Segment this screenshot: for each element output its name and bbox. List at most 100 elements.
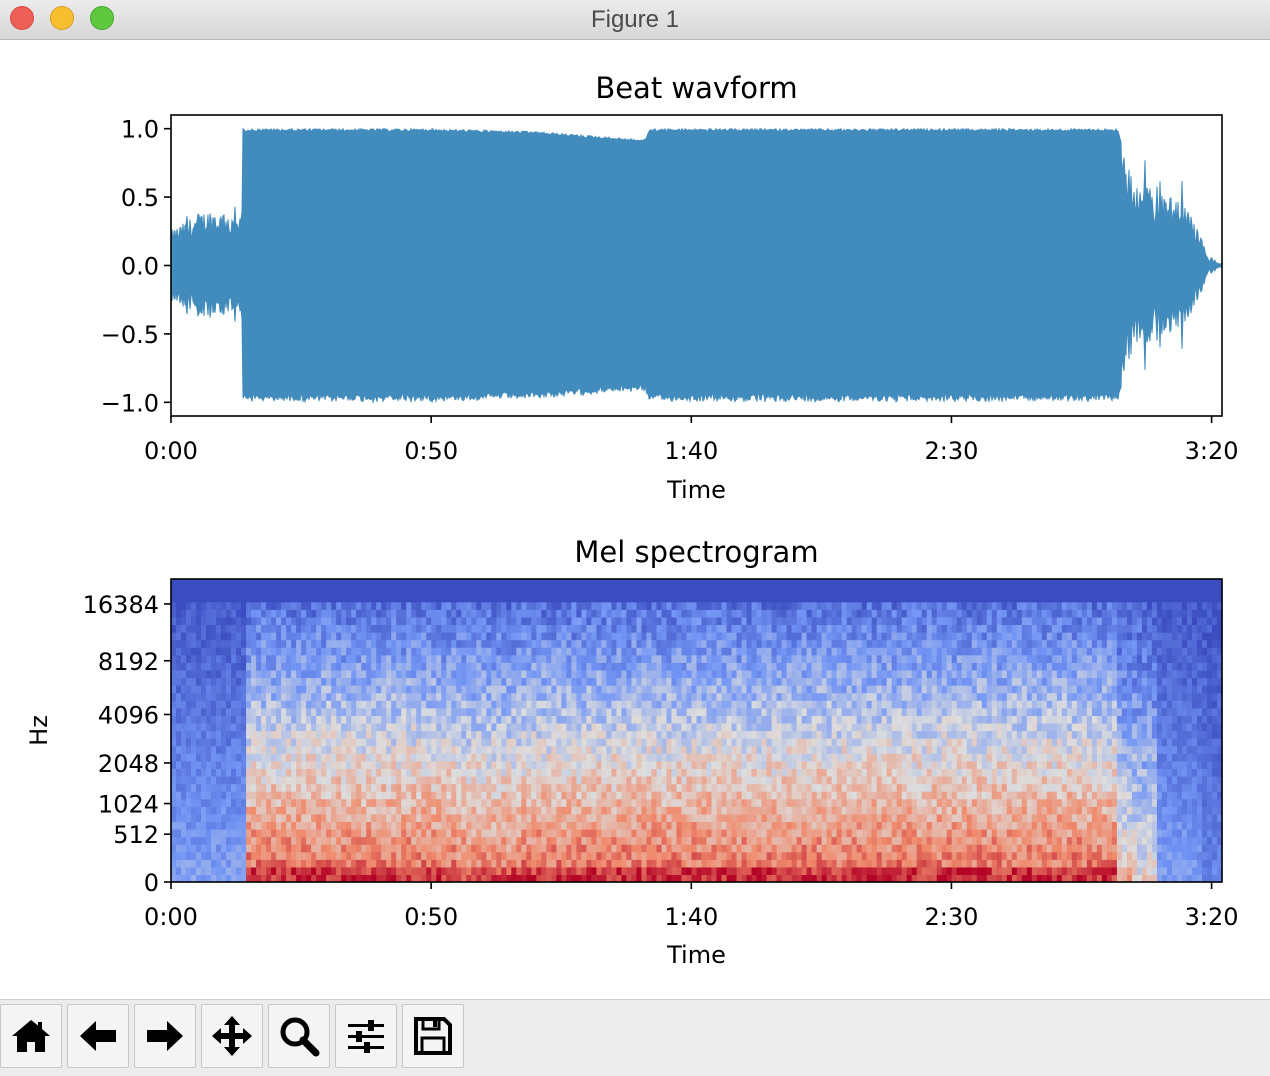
spectrogram-cell — [561, 677, 567, 685]
spectrogram-cell — [521, 617, 527, 625]
spectrogram-cell — [641, 791, 647, 799]
spectrogram-cell — [496, 708, 502, 716]
spectrogram-cell — [261, 602, 267, 610]
spectrogram-cell — [571, 859, 577, 867]
spectrogram-cell — [757, 738, 763, 746]
spectrogram-cell — [226, 746, 232, 754]
spectrogram-cell — [762, 837, 768, 845]
spectrogram-cell — [241, 768, 247, 776]
spectrogram-cell — [636, 655, 642, 663]
spectrogram-cell — [431, 662, 437, 670]
spectrogram-cell — [416, 746, 422, 754]
spectrogram-cell — [456, 624, 462, 632]
spectrogram-cell — [181, 594, 187, 602]
spectrogram-cell — [361, 814, 367, 822]
spectrogram-cell — [256, 768, 262, 776]
spectrogram-cell — [366, 640, 372, 648]
spectrogram-cell — [341, 693, 347, 701]
spectrogram-cell — [441, 806, 447, 814]
spectrogram-cell — [546, 602, 552, 610]
spectrogram-cell — [401, 685, 407, 693]
spectrogram-cell — [737, 844, 743, 852]
spectrogram-cell — [211, 594, 217, 602]
spectrogram-cell — [531, 829, 537, 837]
spectrogram-cell — [416, 753, 422, 761]
spectrogram-cell — [461, 632, 467, 640]
spectrogram-cell — [546, 867, 552, 875]
spectrogram-cell — [416, 655, 422, 663]
spectrogram-cell — [541, 753, 547, 761]
spectrogram-cell — [521, 731, 527, 739]
spectrogram-cell — [536, 708, 542, 716]
spectrogram-cell — [246, 821, 252, 829]
spectrogram-cell — [426, 579, 432, 587]
spectrogram-cell — [581, 685, 587, 693]
spectrogram-cell — [216, 829, 222, 837]
spectrogram-cell — [336, 776, 342, 784]
spectrogram-cell — [631, 579, 637, 587]
spectrogram-cell — [251, 624, 257, 632]
spectrogram-cell — [531, 731, 537, 739]
spectrogram-cell — [596, 602, 602, 610]
spectrogram-cell — [446, 677, 452, 685]
spectrogram-cell — [326, 647, 332, 655]
spectrogram-cell — [456, 670, 462, 678]
spectrogram-cell — [712, 685, 718, 693]
spectrogram-cell — [261, 799, 267, 807]
spectrogram-cell — [476, 647, 482, 655]
spectrogram-cell — [601, 715, 607, 723]
spectrogram-cell — [431, 814, 437, 822]
spectrogram-cell — [551, 685, 557, 693]
spectrogram-cell — [546, 829, 552, 837]
spectrogram-cell — [566, 647, 572, 655]
spectrogram-cell — [496, 844, 502, 852]
spectrogram-cell — [301, 655, 307, 663]
spectrogram-cell — [446, 655, 452, 663]
spectrogram-cell — [546, 837, 552, 845]
spectrogram-cell — [426, 640, 432, 648]
spectrogram-cell — [191, 700, 197, 708]
spectrogram-cell — [541, 738, 547, 746]
spectrogram-cell — [707, 859, 713, 867]
spectrogram-cell — [471, 784, 477, 792]
spectrogram-cell — [551, 776, 557, 784]
spectrogram-cell — [471, 753, 477, 761]
spectrogram-cell — [171, 587, 177, 595]
spectrogram-cell — [216, 738, 222, 746]
spectrogram-cell — [686, 700, 692, 708]
spectrogram-cell — [281, 753, 287, 761]
spectrogram-cell — [772, 776, 778, 784]
spectrogram-cell — [596, 859, 602, 867]
spectrogram-cell — [707, 617, 713, 625]
spectrogram-cell — [671, 867, 677, 875]
spectrogram-cell — [196, 814, 202, 822]
spectrogram-cell — [346, 609, 352, 617]
spectrogram-cell — [401, 852, 407, 860]
spectrogram-cell — [196, 594, 202, 602]
spectrogram-cell — [281, 731, 287, 739]
spectrogram-cell — [451, 609, 457, 617]
spectrogram-cell — [496, 647, 502, 655]
spectrogram-cell — [251, 632, 257, 640]
spectrogram-cell — [576, 761, 582, 769]
spectrogram-cell — [596, 655, 602, 663]
spectrogram-cell — [712, 761, 718, 769]
spectrogram-cell — [261, 662, 267, 670]
spectrogram-cell — [561, 693, 567, 701]
spectrogram-cell — [196, 723, 202, 731]
spectrogram-cell — [692, 602, 698, 610]
spectrogram-cell — [571, 602, 577, 610]
spectrogram-cell — [782, 761, 788, 769]
spectrogram-cell — [631, 670, 637, 678]
spectrogram-cell — [576, 814, 582, 822]
spectrogram-cell — [186, 806, 192, 814]
spectrogram-cell — [611, 617, 617, 625]
spectrogram-cell — [411, 768, 417, 776]
spectrogram-cell — [697, 609, 703, 617]
spectrogram-cell — [686, 776, 692, 784]
spectrogram-cell — [762, 579, 768, 587]
spectrogram-cell — [336, 677, 342, 685]
spectrogram-cell — [656, 806, 662, 814]
spectrogram-cell — [601, 609, 607, 617]
spectrogram-cell — [406, 837, 412, 845]
